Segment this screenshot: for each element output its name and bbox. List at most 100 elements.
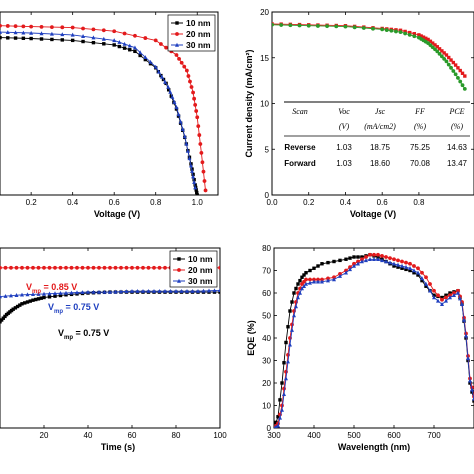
data-point-30-nm (187, 156, 192, 161)
data-point-20-nm (70, 25, 75, 30)
data-point-s2 (308, 280, 312, 285)
table-cell: Reverse (284, 143, 316, 152)
data-point-20-nm (188, 79, 192, 84)
data-point-20-nm (29, 24, 34, 29)
data-point-Forward (460, 83, 465, 88)
data-point-30-nm (101, 36, 106, 41)
data-point-s0 (448, 291, 452, 295)
data-point-30-nm (191, 174, 196, 179)
data-point-s0 (376, 255, 380, 259)
annotation-v: V (58, 328, 64, 338)
data-point-Reverse (444, 53, 449, 57)
data-point-s0 (412, 271, 416, 275)
data-point-s0 (302, 273, 306, 277)
data-point-s2 (464, 333, 468, 338)
data-point-Forward (444, 59, 449, 64)
data-point-s2 (286, 359, 290, 364)
data-point-10-nm (13, 306, 18, 310)
data-point-30-nm (196, 289, 200, 293)
x-tick-label: 600 (387, 431, 401, 440)
y-tick-label: 60 (262, 289, 271, 298)
data-point-30-nm (185, 289, 189, 293)
data-point-Reverse (408, 30, 412, 35)
data-point-10-nm (47, 295, 52, 299)
y-tick-label: 15 (260, 54, 269, 63)
legend-marker (177, 268, 181, 272)
x-axis-label: Voltage (V) (350, 209, 396, 219)
data-point-s2 (280, 407, 284, 412)
data-point-30-nm (64, 290, 68, 295)
data-point-20-nm (201, 169, 206, 174)
data-point-s2 (300, 286, 304, 291)
data-point-10-nm (20, 302, 24, 306)
data-point-30-nm (179, 289, 184, 293)
legend-entry: 20 nm (186, 29, 211, 39)
annotation-sub: mp (64, 335, 73, 341)
data-point-30-nm (163, 79, 168, 84)
legend-marker (177, 278, 181, 283)
x-tick-label: 700 (427, 431, 441, 440)
table-cell: 18.60 (370, 159, 391, 168)
data-point-s2 (412, 268, 416, 273)
data-point-30-nm (190, 169, 195, 173)
data-point-30-nm (152, 289, 156, 293)
table-cell: 1.03 (336, 143, 352, 152)
data-point-Forward (325, 24, 329, 29)
data-point-20-nm (163, 265, 167, 270)
data-point-30-nm (91, 35, 96, 40)
table-header: Jsc (375, 107, 386, 116)
data-point-s2 (276, 423, 280, 428)
data-point-10-nm (25, 300, 30, 304)
data-point-s2 (368, 257, 372, 261)
data-point-Reverse (412, 32, 417, 36)
data-point-20-nm (113, 265, 118, 270)
data-point-20-nm (47, 265, 52, 270)
data-point-10-nm (39, 37, 44, 41)
data-point-10-nm (31, 298, 35, 302)
legend-entry: 30 nm (188, 276, 213, 286)
data-point-30-nm (60, 32, 65, 37)
data-point-20-nm (199, 151, 204, 155)
data-point-Forward (316, 24, 320, 28)
data-point-20-nm (182, 64, 187, 69)
legend-entry: 20 nm (188, 265, 213, 275)
data-point-30-nm (20, 292, 24, 297)
data-point-10-nm (42, 295, 46, 300)
data-point-20-nm (186, 74, 191, 78)
data-point-10-nm (28, 299, 32, 303)
data-point-20-nm (0, 23, 2, 28)
data-point-20-nm (14, 265, 19, 270)
y-tick-label: 20 (262, 379, 271, 388)
data-point-20-nm (174, 53, 179, 57)
annotation-value: = 0.75 V (73, 328, 109, 338)
data-point-30-nm (178, 119, 183, 124)
data-point-30-nm (166, 84, 171, 89)
data-point-20-nm (146, 265, 151, 270)
data-point-30-nm (97, 289, 101, 294)
data-point-s2 (304, 281, 308, 286)
data-point-Reverse (419, 34, 423, 38)
table-cell: 13.47 (447, 159, 468, 168)
data-point-s2 (296, 295, 300, 300)
data-point-s0 (360, 255, 364, 259)
data-point-Forward (371, 26, 375, 31)
data-point-Reverse (430, 41, 435, 45)
data-point-10-nm (174, 107, 179, 111)
data-point-20-nm (81, 26, 85, 31)
data-point-20-nm (119, 265, 123, 270)
x-tick-label: 20 (40, 431, 49, 440)
data-point-s1 (326, 276, 330, 281)
data-point-Reverse (428, 39, 433, 43)
data-point-30-nm (192, 179, 197, 184)
data-point-s2 (458, 296, 462, 301)
data-point-30-nm (124, 289, 129, 294)
data-point-s0 (344, 257, 348, 261)
data-point-30-nm (80, 290, 85, 295)
data-point-s1 (304, 277, 308, 282)
data-point-s2 (302, 284, 306, 288)
data-point-s1 (372, 252, 376, 257)
data-point-30-nm (218, 288, 220, 292)
data-point-20-nm (36, 265, 41, 270)
data-point-s2 (456, 290, 460, 295)
data-point-30-nm (157, 289, 162, 293)
